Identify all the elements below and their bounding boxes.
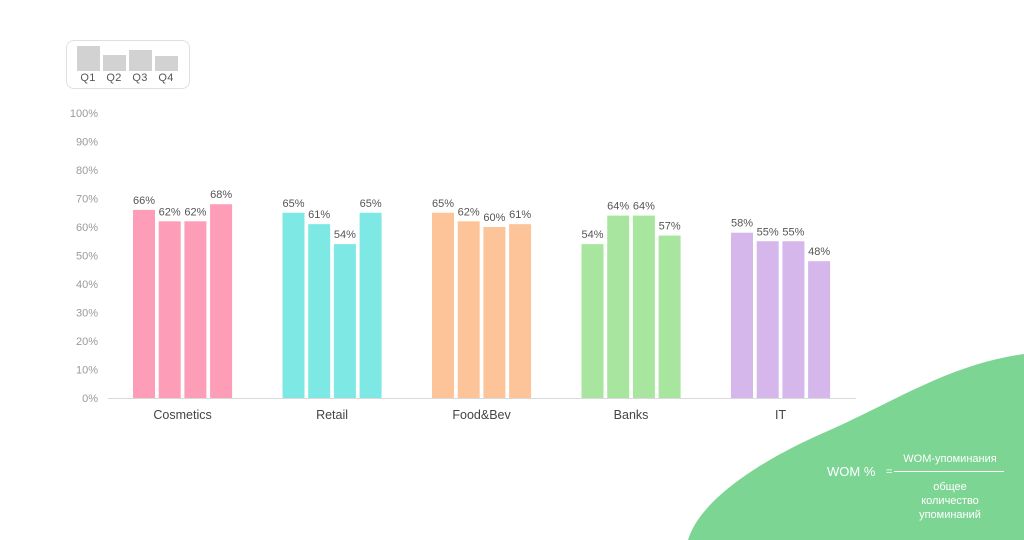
y-tick-label: 0% (82, 393, 98, 405)
data-label: 58% (731, 218, 753, 230)
formula-fraction-line (894, 471, 1004, 472)
bar-retail-q2 (308, 224, 331, 398)
bar-banks-q3 (632, 215, 655, 398)
bar-retail-q1 (282, 212, 305, 398)
legend-label-q4: Q4 (158, 72, 174, 84)
y-tick-label: 60% (76, 222, 98, 234)
bar-cosmetics-q4 (210, 204, 233, 398)
data-label: 62% (184, 206, 206, 218)
data-label: 64% (633, 201, 655, 213)
x-category-label: Retail (316, 408, 348, 422)
bar-it-q1 (731, 232, 753, 398)
data-label: 62% (458, 206, 480, 218)
x-category-label: IT (775, 408, 786, 422)
formula-equals: = (886, 466, 893, 478)
bar-retail-q3 (333, 244, 356, 398)
bar-banks-q4 (658, 235, 681, 398)
bar-retail-q4 (359, 212, 382, 398)
legend-bar-q3 (129, 50, 152, 71)
bar-it-q2 (756, 241, 779, 398)
y-tick-label: 20% (76, 336, 98, 348)
data-label: 61% (509, 209, 531, 221)
data-label: 48% (808, 246, 830, 258)
y-tick-label: 70% (76, 194, 98, 206)
formula-denominator-line-3: упоминаний (919, 509, 981, 521)
y-tick-label: 10% (76, 365, 98, 377)
legend-label-q2: Q2 (106, 72, 122, 84)
y-tick-label: 100% (70, 108, 98, 120)
bar-it-q3 (782, 241, 805, 398)
legend-bar-q4 (155, 56, 178, 71)
legend-bar-q2 (103, 55, 126, 71)
y-tick-label: 40% (76, 279, 98, 291)
formula-lhs: WOM % (827, 464, 876, 479)
legend-label-q1: Q1 (80, 72, 96, 84)
bar-banks-q1 (581, 244, 604, 398)
data-label: 55% (757, 226, 779, 238)
data-label: 64% (607, 201, 629, 213)
data-label: 65% (360, 198, 382, 210)
formula-denominator-line-1: общее (933, 481, 967, 493)
bar-foodbev-q3 (483, 227, 506, 398)
data-label: 66% (133, 195, 155, 207)
legend-bar-q1 (77, 46, 100, 71)
bar-it-q4 (808, 261, 831, 398)
data-label: 62% (159, 206, 181, 218)
formula-denominator-line-2: количество (921, 495, 979, 507)
formula-numerator: WOM-упоминания (903, 453, 997, 465)
bar-cosmetics-q3 (184, 221, 207, 398)
data-label: 54% (334, 229, 356, 241)
y-tick-label: 30% (76, 308, 98, 320)
bar-cosmetics-q1 (133, 209, 155, 398)
quarter-legend: Q1 Q2 Q3 Q4 (66, 40, 190, 89)
legend-label-q3: Q3 (132, 72, 148, 84)
formula-denominator: общее количество упоминаний (894, 480, 1006, 522)
bar-foodbev-q1 (432, 212, 454, 398)
bar-foodbev-q2 (457, 221, 480, 398)
x-category-label: Cosmetics (153, 408, 211, 422)
data-label: 61% (308, 209, 330, 221)
data-label: 65% (282, 198, 304, 210)
y-tick-label: 90% (76, 137, 98, 149)
x-category-label: Banks (614, 408, 649, 422)
wom-formula: WOM % = WOM-упоминания общее количество … (824, 452, 1014, 522)
data-label: 60% (483, 212, 505, 224)
x-category-label: Food&Bev (452, 408, 511, 422)
bar-cosmetics-q2 (158, 221, 181, 398)
data-label: 68% (210, 189, 232, 201)
bar-banks-q2 (607, 215, 630, 398)
data-label: 55% (782, 226, 804, 238)
y-tick-label: 80% (76, 165, 98, 177)
green-blob-shape (688, 354, 1024, 540)
y-tick-label: 50% (76, 251, 98, 263)
data-label: 65% (432, 198, 454, 210)
data-label: 57% (659, 221, 681, 233)
data-label: 54% (581, 229, 603, 241)
bar-foodbev-q4 (509, 224, 532, 398)
